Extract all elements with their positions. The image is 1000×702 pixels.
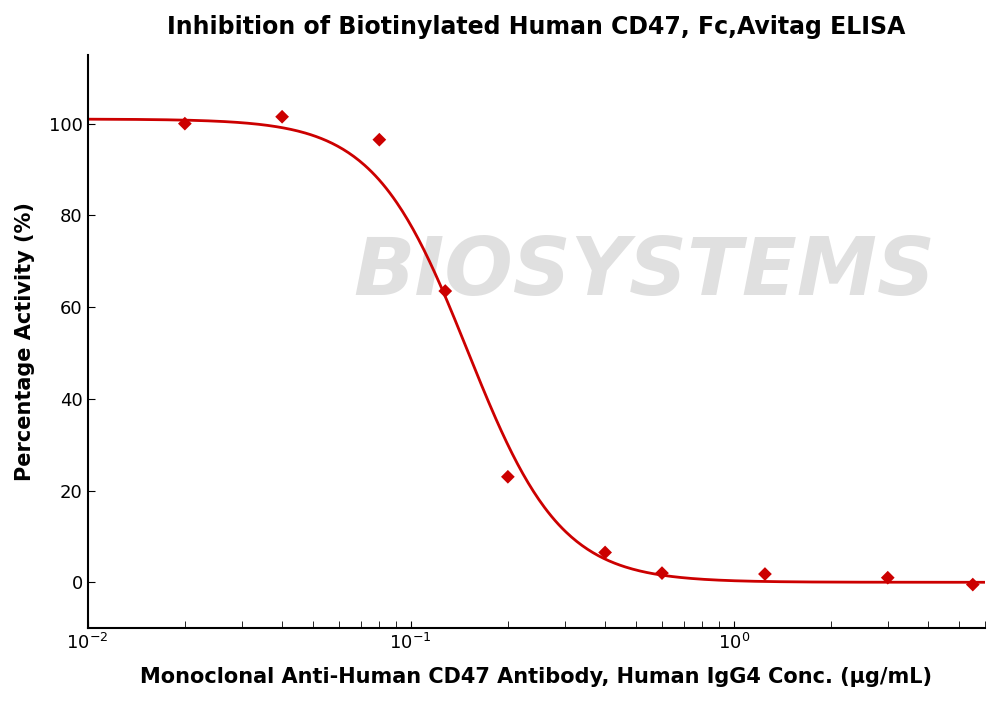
Point xyxy=(880,572,896,583)
Point xyxy=(371,134,387,145)
Y-axis label: Percentage Activity (%): Percentage Activity (%) xyxy=(15,202,35,481)
X-axis label: Monoclonal Anti-Human CD47 Antibody, Human IgG4 Conc. (μg/mL): Monoclonal Anti-Human CD47 Antibody, Hum… xyxy=(140,667,932,687)
Point xyxy=(965,579,981,590)
Point xyxy=(500,471,516,482)
Text: BIOSYSTEMS: BIOSYSTEMS xyxy=(353,234,935,312)
Title: Inhibition of Biotinylated Human CD47, Fc,Avitag ELISA: Inhibition of Biotinylated Human CD47, F… xyxy=(167,15,906,39)
Point xyxy=(654,567,670,578)
Point xyxy=(177,118,193,129)
Point xyxy=(274,111,290,122)
Point xyxy=(437,286,453,297)
Point xyxy=(597,547,613,558)
Point xyxy=(757,569,773,580)
